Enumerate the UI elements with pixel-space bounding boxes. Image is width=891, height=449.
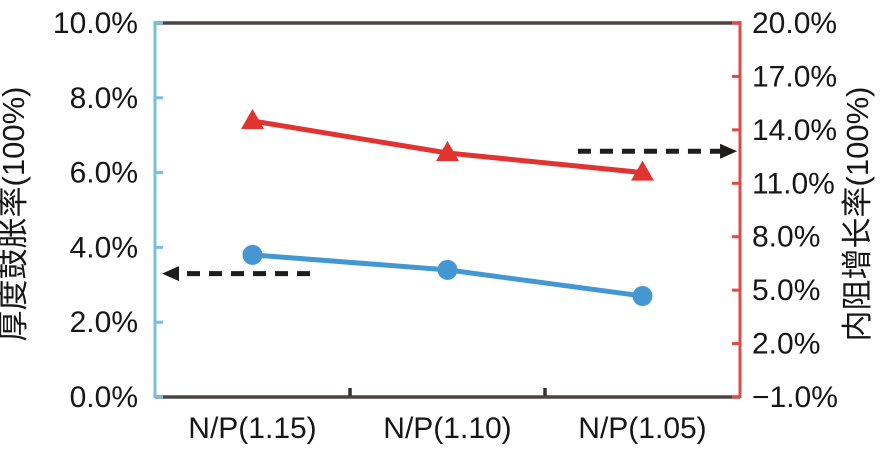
right-axis-tick-label: 5.0% — [752, 274, 820, 307]
right-axis-tick-label: 14.0% — [752, 114, 837, 147]
chart-render-layer: 0.0% 2.0% 4.0% 6.0% 8.0% 10.0% −1.0% 2.0% 5.0% 8.… — [53, 7, 838, 445]
series-marker-triangle — [631, 160, 654, 181]
series-marker-triangle — [241, 108, 264, 129]
left-axis-tick-label: 4.0% — [70, 231, 138, 264]
arrowhead-left-icon — [162, 266, 180, 282]
series-marker-circle — [437, 259, 458, 280]
left-axis-tick-label: 0.0% — [70, 381, 138, 414]
right-axis-tick-label: 11.0% — [752, 167, 835, 200]
right-axis-tick-label: −1.0% — [752, 381, 838, 414]
left-axis-tick-label: 2.0% — [70, 306, 138, 339]
right-axis-title: 内阻增长率(100%) — [840, 87, 875, 342]
x-axis-category-label: N/P(1.05) — [578, 412, 706, 445]
series-marker-triangle — [436, 141, 459, 162]
series-marker-circle — [242, 244, 263, 265]
right-axis-tick-label: 20.0% — [752, 7, 837, 40]
left-axis-title: 厚度鼓胀率(100%) — [0, 87, 31, 342]
arrowhead-right-icon — [720, 143, 738, 159]
right-axis-tick-label: 8.0% — [752, 221, 820, 254]
series-marker-circle — [632, 286, 653, 307]
right-axis-tick-label: 17.0% — [752, 60, 837, 93]
left-axis-tick-label: 8.0% — [70, 82, 138, 115]
left-axis-tick-label: 6.0% — [70, 157, 138, 190]
right-axis-tick-label: 2.0% — [752, 328, 820, 361]
x-axis-category-label: N/P(1.10) — [383, 412, 511, 445]
x-axis-category-label: N/P(1.15) — [188, 412, 316, 445]
left-axis-tick-label: 10.0% — [53, 7, 138, 40]
